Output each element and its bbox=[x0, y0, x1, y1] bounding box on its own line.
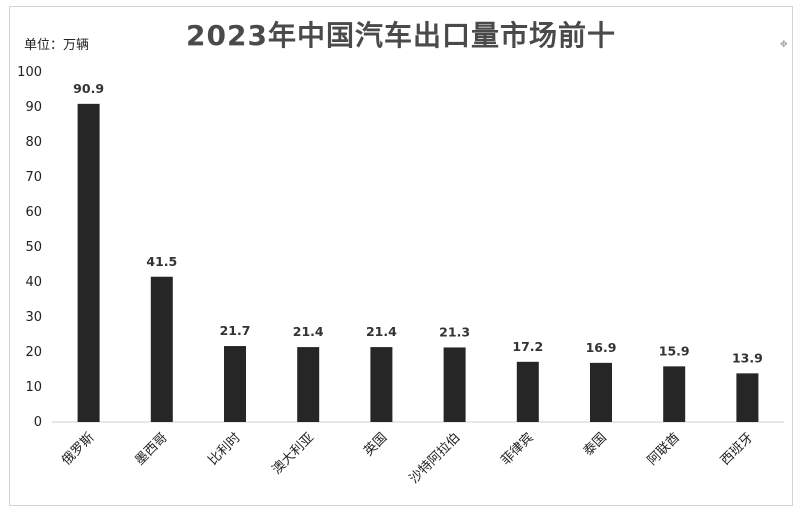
y-tick-label: 0 bbox=[34, 415, 42, 430]
y-tick-label: 20 bbox=[25, 345, 42, 360]
x-tick-label: 西班牙 bbox=[718, 430, 756, 468]
data-label: 16.9 bbox=[586, 340, 617, 355]
x-tick-label: 阿联酋 bbox=[644, 430, 683, 469]
bar bbox=[297, 347, 320, 422]
x-tick-label: 墨西哥 bbox=[132, 430, 170, 468]
unit-label: 单位：万辆 bbox=[24, 38, 90, 53]
y-tick-label: 90 bbox=[25, 100, 42, 115]
bar bbox=[443, 347, 466, 422]
x-tick-label: 泰国 bbox=[581, 430, 610, 459]
chart-frame bbox=[9, 6, 793, 506]
y-tick-label: 60 bbox=[25, 205, 42, 220]
y-tick-label: 30 bbox=[25, 310, 42, 325]
bar bbox=[224, 346, 246, 422]
y-tick-label: 70 bbox=[25, 170, 42, 185]
x-tick-label: 英国 bbox=[361, 430, 390, 459]
data-label: 41.5 bbox=[146, 254, 177, 269]
y-tick-label: 40 bbox=[25, 275, 42, 290]
data-label: 21.4 bbox=[293, 324, 324, 339]
x-tick-label: 俄罗斯 bbox=[59, 430, 97, 468]
corner-mark: ✥ bbox=[780, 40, 788, 50]
bar bbox=[516, 361, 539, 422]
x-tick-label: 比利时 bbox=[206, 430, 244, 468]
bar bbox=[150, 276, 173, 422]
bar bbox=[77, 103, 100, 422]
data-label: 21.4 bbox=[366, 324, 397, 339]
bar bbox=[736, 373, 759, 422]
data-label: 13.9 bbox=[732, 350, 763, 365]
x-tick-label: 沙特阿拉伯 bbox=[407, 430, 464, 487]
y-tick-label: 80 bbox=[25, 135, 42, 150]
data-label: 21.7 bbox=[220, 323, 251, 338]
y-tick-label: 10 bbox=[25, 380, 42, 395]
bar bbox=[663, 366, 686, 422]
data-label: 21.3 bbox=[439, 324, 470, 339]
y-tick-label: 50 bbox=[25, 240, 42, 255]
data-label: 15.9 bbox=[659, 343, 690, 358]
y-tick-label: 100 bbox=[17, 65, 42, 80]
data-label: 90.9 bbox=[73, 81, 104, 96]
chart-title: 2023年中国汽车出口量市场前十 bbox=[186, 19, 616, 52]
x-tick-label: 澳大利亚 bbox=[269, 430, 317, 478]
bar bbox=[590, 362, 612, 422]
x-tick-label: 菲律宾 bbox=[498, 430, 537, 469]
bar bbox=[370, 347, 393, 422]
data-label: 17.2 bbox=[512, 339, 543, 354]
